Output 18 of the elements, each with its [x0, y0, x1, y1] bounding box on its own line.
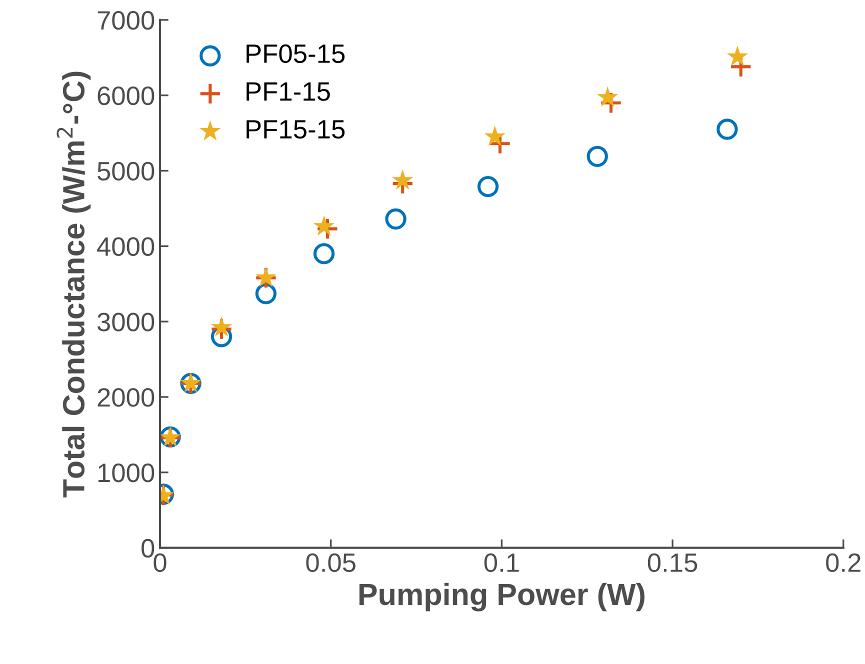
y-tick-label: 4000 [97, 237, 154, 256]
x-tick-label: 0.2 [826, 553, 860, 572]
y-tick-label: 0 [142, 538, 154, 558]
x-tick-label: 0.05 [306, 553, 356, 572]
x-tick-label: 0 [154, 553, 166, 572]
y-tick-label: 1000 [98, 464, 154, 482]
x-tick-label: 0.15 [648, 553, 698, 572]
y-axis-title: Total Conductance (W/m$^{2}$-°C) [56, 72, 91, 498]
legend-label: PF1-15 [246, 82, 330, 101]
y-tick-label: 7000 [98, 11, 154, 30]
y-tick-label: 5000 [98, 162, 154, 181]
legend-label: PF15-15 [246, 120, 345, 139]
x-axis-title: Pumping Power (W) [359, 582, 644, 612]
y-tick-label: 6000 [98, 86, 154, 106]
x-tick-label: 0.1 [484, 553, 519, 572]
y-tick-label: 2000 [98, 388, 154, 407]
y-tick-label: 3000 [97, 312, 154, 332]
legend-label: PF05-15 [246, 44, 345, 64]
